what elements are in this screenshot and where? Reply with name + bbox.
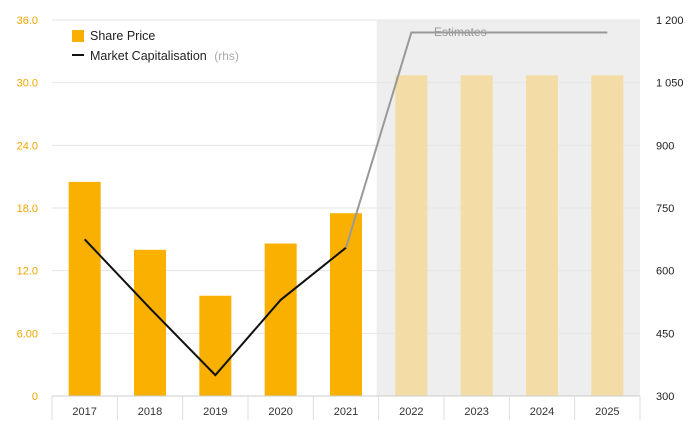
bar-share-price-2017 xyxy=(68,181,101,396)
y-right-tick-label: 750 xyxy=(656,203,674,215)
y-left-tick-label: 30.0 xyxy=(17,78,38,90)
bar-share-price-2023 xyxy=(460,75,493,396)
y-right-tick-label: 900 xyxy=(656,140,674,152)
legend-label-market-cap: Market Capitalisation (rhs) xyxy=(90,49,239,63)
y-right-tick-label: 450 xyxy=(656,328,674,340)
legend-label-share-price: Share Price xyxy=(90,29,155,43)
bar-share-price-2022 xyxy=(395,75,428,396)
y-left-tick-label: 6.00 xyxy=(17,328,38,340)
axes: 2017 2018 2019 2020 2021 2022 2023 2024 2025 0 6.0… xyxy=(17,15,684,420)
bar-share-price-2025 xyxy=(591,75,624,396)
y-right-tick-label: 600 xyxy=(656,266,674,278)
x-tick-label: 2025 xyxy=(595,406,619,418)
y-right-tick-label: 300 xyxy=(656,391,674,403)
bar-share-price-2018 xyxy=(134,249,166,396)
y-right-tick-label: 1 200 xyxy=(656,15,684,27)
x-tick-label: 2018 xyxy=(138,406,162,418)
line-market-cap-estimate xyxy=(345,31,608,248)
x-tick-label: 2024 xyxy=(530,406,554,418)
legend-swatch-share-price xyxy=(72,30,84,42)
y-left-tick-label: 36.0 xyxy=(17,15,38,27)
y-right-tick-label: 1 050 xyxy=(656,78,684,90)
line-series xyxy=(83,31,608,377)
bars xyxy=(68,75,624,396)
y-left-tick-label: 18.0 xyxy=(17,203,38,215)
legend-market-cap-suffix: (rhs) xyxy=(214,49,239,63)
bar-share-price-2021 xyxy=(330,213,362,396)
y-left-tick-label: 24.0 xyxy=(17,140,38,152)
legend: Share Price Market Capitalisation (rhs) xyxy=(72,29,239,63)
bar-share-price-2019 xyxy=(199,295,232,396)
x-tick-label: 2023 xyxy=(464,406,488,418)
y-left-tick-label: 12.0 xyxy=(17,266,38,278)
x-tick-label: 2022 xyxy=(399,406,423,418)
x-tick-label: 2021 xyxy=(334,406,358,418)
x-tick-label: 2017 xyxy=(72,406,96,418)
bar-share-price-2024 xyxy=(526,75,558,396)
legend-market-cap-name: Market Capitalisation xyxy=(90,49,207,63)
bar-share-price-2020 xyxy=(264,243,297,396)
x-tick-label: 2019 xyxy=(203,406,227,418)
line-market-cap-actual xyxy=(83,238,347,377)
x-tick-label: 2020 xyxy=(268,406,292,418)
y-left-tick-label: 0 xyxy=(32,391,38,403)
estimates-label: Estimates xyxy=(434,25,487,39)
